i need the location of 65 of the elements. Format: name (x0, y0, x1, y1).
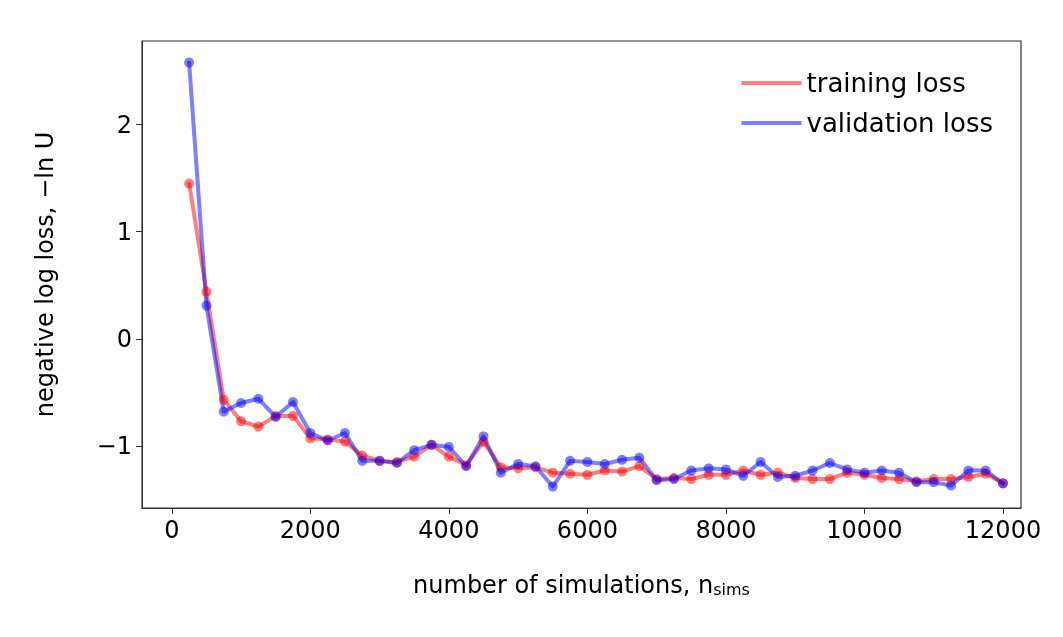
point (305, 428, 316, 439)
point (772, 471, 783, 482)
x-tick-label: 0 (164, 516, 180, 544)
legend-label: training loss (806, 68, 966, 98)
point (946, 480, 957, 491)
point (339, 428, 350, 439)
point (686, 474, 697, 485)
point (876, 465, 887, 476)
point (703, 463, 714, 474)
point (513, 459, 524, 470)
point (253, 393, 264, 404)
point (565, 455, 576, 466)
point (184, 178, 195, 189)
point (547, 467, 558, 478)
y-axis-title: negative log loss, −ln U (31, 131, 59, 418)
point (634, 461, 645, 472)
point (565, 468, 576, 479)
point (582, 456, 593, 467)
x-tick-label: 2000 (279, 516, 341, 544)
point (288, 410, 298, 421)
point (963, 465, 974, 476)
x-tick-label: 4000 (418, 516, 480, 544)
point (339, 436, 350, 447)
point (738, 470, 749, 481)
point (755, 469, 766, 480)
point (617, 466, 628, 477)
point (201, 300, 212, 311)
y-tick-label: −1 (96, 431, 132, 460)
point (720, 464, 731, 475)
point (876, 473, 887, 484)
point (288, 396, 298, 407)
point (894, 467, 905, 478)
point (184, 57, 195, 68)
point (807, 474, 818, 485)
point (409, 445, 420, 456)
point (686, 465, 697, 476)
point (617, 454, 628, 465)
point (824, 474, 835, 485)
point (599, 459, 610, 470)
point (547, 481, 558, 492)
point (824, 458, 835, 469)
point (443, 441, 454, 452)
point (236, 398, 247, 409)
point (495, 467, 506, 478)
point (218, 394, 229, 405)
point (807, 465, 818, 476)
y-tick-label: 1 (116, 217, 132, 246)
x-tick-label: 10000 (826, 516, 903, 544)
point (357, 455, 368, 466)
y-tick-label: 0 (116, 324, 132, 353)
x-axis-title: number of simulations, nsims (413, 571, 750, 599)
x-tick-label: 8000 (695, 516, 757, 544)
point (755, 456, 766, 467)
point (201, 286, 212, 297)
point (236, 416, 247, 427)
point (443, 451, 454, 462)
x-tick-label: 12000 (964, 516, 1042, 544)
point (218, 406, 229, 417)
point (253, 421, 264, 432)
y-tick-label: 2 (116, 110, 132, 139)
legend-label: validation loss (806, 108, 994, 138)
point (634, 452, 645, 463)
x-tick-label: 6000 (556, 516, 618, 544)
point (582, 469, 593, 480)
point (478, 431, 489, 442)
